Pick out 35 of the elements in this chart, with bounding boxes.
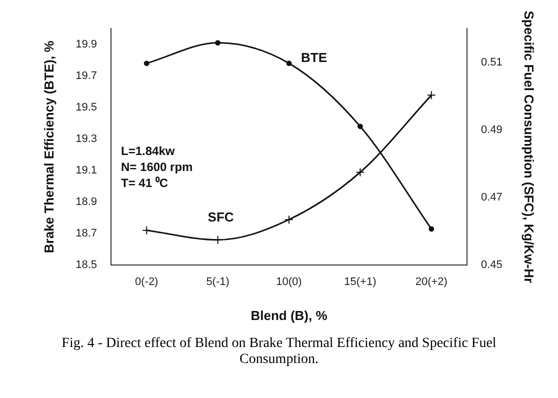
- point: [286, 60, 292, 66]
- x-axis-title: Blend (B), %: [250, 308, 328, 323]
- point: [356, 168, 365, 177]
- y-axis-title: Brake Thermal Efficiency (BTE), %: [41, 40, 56, 254]
- y-tick-label: 19.5: [76, 102, 98, 114]
- y2-tick-label: 0.47: [480, 192, 502, 204]
- caption: Fig. 4 - Direct effect of Blend on Brake Thermal Efficiency and Specific Fuel Consumption.: [60, 335, 498, 368]
- y-tick-label: 18.7: [76, 228, 98, 240]
- point: [144, 60, 150, 66]
- series-label: SFC: [208, 209, 234, 224]
- x-tick-label: 10(0): [276, 276, 302, 288]
- x-tick-label: 20(+2): [415, 276, 448, 288]
- y-tick-label: 19.9: [76, 38, 98, 50]
- annotation: N= 1600 rpm: [121, 160, 193, 174]
- y-tick-label: 19.1: [76, 164, 98, 177]
- y-tick-label: 19.7: [76, 70, 98, 82]
- point: [284, 215, 294, 224]
- point: [215, 40, 221, 46]
- point: [426, 90, 436, 100]
- y2-tick-label: 0.45: [480, 259, 502, 272]
- point: [428, 226, 434, 232]
- y2-tick-label: 0.49: [480, 124, 502, 136]
- series-label: BTE: [301, 50, 328, 65]
- annotation: T= 41 ⁰C: [121, 176, 168, 190]
- y-tick-label: 18.9: [76, 196, 98, 208]
- x-tick-label: 0(-2): [134, 276, 158, 288]
- x-tick-label: 15(+1): [344, 276, 376, 288]
- x-tick-label: 5(-1): [206, 276, 230, 288]
- y-tick-label: 19.3: [76, 133, 98, 146]
- annotation: L=1.84kw: [121, 144, 176, 158]
- y-tick-label: 18.5: [76, 259, 98, 272]
- point: [357, 124, 363, 130]
- point: [142, 226, 152, 235]
- y2-axis-title: Specific Fuel Consumption (SFC), Kg/Kw-Hr: [522, 10, 537, 284]
- y2-tick-label: 0.51: [480, 56, 502, 68]
